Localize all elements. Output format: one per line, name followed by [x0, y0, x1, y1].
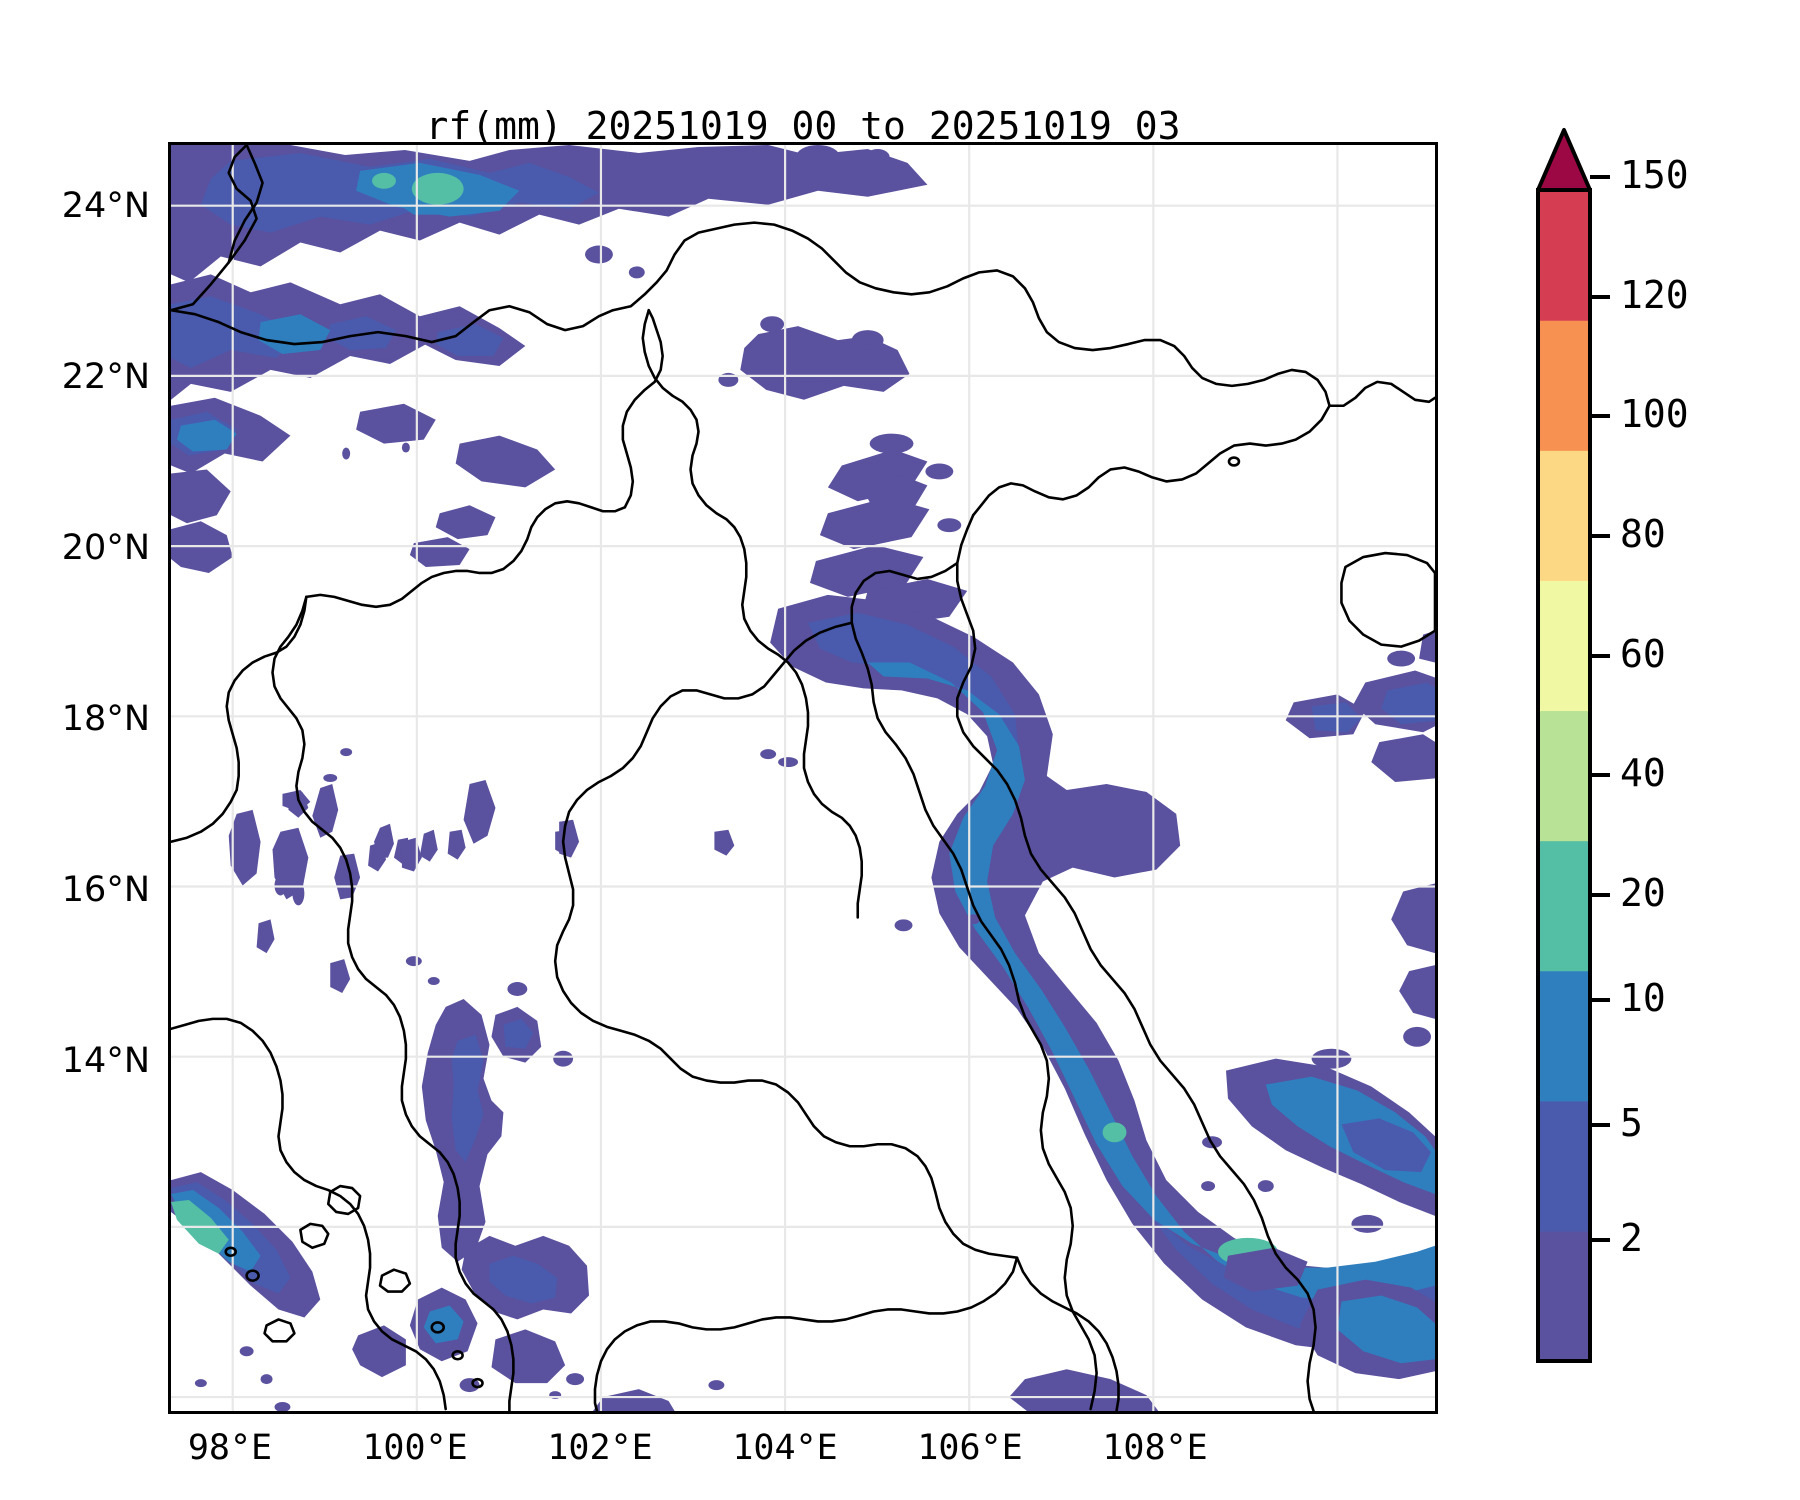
rain-speck — [895, 919, 913, 931]
colorbar-band — [1538, 1231, 1590, 1362]
x-tick-label: 98°E — [150, 1428, 310, 1468]
colorbar-band — [1538, 1101, 1590, 1232]
colorbar-tick-label: 40 — [1620, 751, 1666, 795]
rain-speck — [1403, 1027, 1431, 1047]
colorbar-tick-label: 120 — [1620, 273, 1689, 317]
rain-speck — [866, 149, 890, 165]
y-tick-label: 24°N — [0, 186, 150, 226]
colorbar-extend-arrow — [1538, 130, 1590, 190]
rain-speck — [195, 1379, 207, 1387]
rain-speck — [796, 145, 840, 169]
y-tick-label: 14°N — [0, 1041, 150, 1081]
x-tick-label: 106°E — [890, 1428, 1050, 1468]
rain-speck — [760, 749, 776, 759]
figure-canvas: rf(mm) 20251019_00 to 20251019_03 Simula… — [0, 0, 1800, 1500]
rain-speck — [708, 1380, 724, 1390]
rain-speck — [653, 173, 685, 193]
x-tick-label: 102°E — [520, 1428, 680, 1468]
colorbar-band — [1538, 710, 1590, 841]
rain-speck — [1201, 1181, 1215, 1191]
colorbar — [1536, 128, 1592, 1363]
y-tick-label: 16°N — [0, 870, 150, 910]
y-tick-label: 18°N — [0, 699, 150, 739]
colorbar-tick-marks — [1590, 177, 1610, 1240]
rain-speck — [852, 330, 884, 350]
rain-band-20-40 — [372, 173, 396, 189]
x-tick-label: 108°E — [1075, 1428, 1235, 1468]
rain-speck — [261, 1374, 273, 1384]
colorbar-tick-label: 20 — [1620, 871, 1666, 915]
map-canvas — [171, 145, 1435, 1411]
y-tick-label: 20°N — [0, 528, 150, 568]
colorbar-tick-label: 100 — [1620, 392, 1689, 436]
x-tick-label: 104°E — [705, 1428, 865, 1468]
colorbar-tick-label: 2 — [1620, 1216, 1643, 1260]
rain-speck — [1351, 1215, 1383, 1233]
rain-band-20-40 — [1103, 1122, 1127, 1142]
rain-band-20-40 — [412, 173, 464, 205]
colorbar-band — [1538, 450, 1590, 581]
map-plot-area — [168, 142, 1438, 1414]
colorbar-tick-label: 5 — [1620, 1101, 1643, 1145]
colorbar-band — [1538, 580, 1590, 711]
rain-speck — [629, 266, 645, 278]
colorbar-band — [1538, 841, 1590, 972]
colorbar-tick-label: 80 — [1620, 512, 1666, 556]
rain-speck — [1312, 1049, 1352, 1069]
colorbar-band — [1538, 190, 1590, 321]
colorbar-tick-label: 150 — [1620, 153, 1689, 197]
colorbar-canvas — [1536, 128, 1592, 1363]
rain-speck — [760, 316, 784, 332]
x-tick-label: 100°E — [335, 1428, 495, 1468]
rain-speck — [778, 757, 798, 767]
y-tick-label: 22°N — [0, 357, 150, 397]
rain-speck — [585, 246, 613, 264]
rain-speck — [566, 1373, 584, 1385]
rain-speck — [240, 1346, 254, 1356]
rain-speck — [840, 174, 860, 188]
colorbar-band — [1538, 971, 1590, 1102]
rain-speck — [1258, 1180, 1274, 1192]
rain-speck — [342, 448, 350, 460]
rain-speck — [402, 443, 410, 453]
rain-speck — [507, 982, 527, 996]
colorbar-tick-label: 60 — [1620, 632, 1666, 676]
colorbar-tick-label: 10 — [1620, 976, 1666, 1020]
rain-speck — [553, 1051, 573, 1067]
colorbar-bands — [1538, 190, 1590, 1362]
colorbar-band — [1538, 320, 1590, 451]
